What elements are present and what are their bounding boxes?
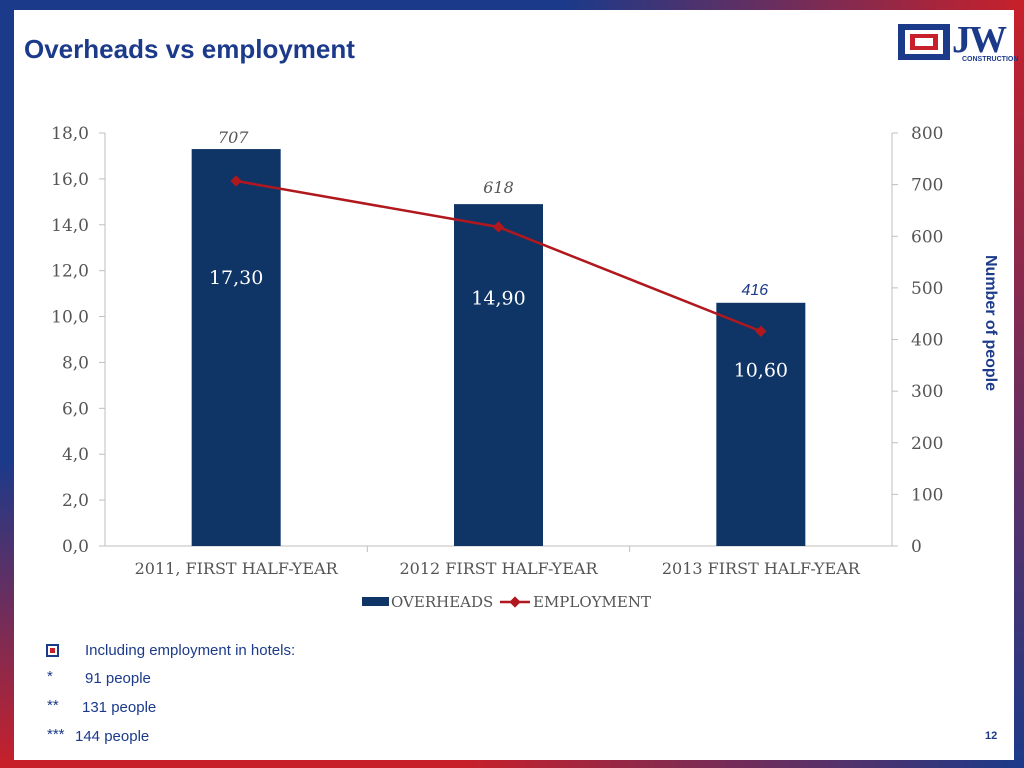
note-marker: ** [47, 697, 59, 714]
x-tick-label: 2013 FIRST HALF-YEAR [662, 559, 861, 578]
legend-swatch-overheads [362, 597, 389, 606]
y-left-tick-label: 18,0 [51, 124, 89, 144]
bar [454, 204, 543, 546]
y-left-tick-label: 6,0 [62, 399, 89, 419]
y-right-tick-label: 600 [911, 227, 943, 247]
bar-data-label: 17,30 [209, 267, 263, 289]
y-left-tick-label: 8,0 [62, 353, 89, 373]
frame-top [0, 0, 1024, 10]
note-marker: *** [47, 726, 65, 743]
y-right-tick-label: 0 [911, 537, 922, 557]
bar-data-label: 14,90 [471, 287, 525, 309]
bar-data-label: 10,60 [734, 359, 788, 381]
line-point [230, 175, 242, 187]
frame-bottom [0, 760, 1024, 768]
page-number: 12 [985, 730, 998, 742]
y-right-tick-label: 200 [911, 434, 943, 454]
note-text: 91 people [85, 670, 151, 687]
x-tick-label: 2012 FIRST HALF-YEAR [400, 559, 599, 578]
legend-marker-employment [509, 596, 521, 608]
bar [191, 149, 281, 547]
note-text: 131 people [82, 699, 157, 716]
y-left-tick-label: 14,0 [51, 216, 89, 236]
page-title: Overheads vs employment [24, 34, 355, 64]
legend-label-employment: EMPLOYMENT [533, 593, 651, 611]
logo-mark [898, 24, 950, 60]
y-left-tick-label: 0,0 [62, 537, 89, 557]
legend-label-overheads: OVERHEADS [391, 593, 493, 611]
logo-name: JW [952, 19, 1007, 61]
y-right-tick-label: 700 [911, 176, 943, 196]
note-bullet-icon [46, 644, 59, 657]
y-right-tick-label: 500 [911, 279, 943, 299]
frame-right [1014, 0, 1024, 768]
y-axis-right-label: Number of people [982, 255, 999, 392]
logo-subtitle: CONSTRUCTION [962, 56, 1019, 63]
note-heading: Including employment in hotels: [85, 642, 296, 659]
combo-chart: 0,0 2,0 4,0 6,0 8,0 10,0 12,0 14,0 16,0 18,0 0 100 2… [51, 124, 943, 611]
y-left-tick-label: 2,0 [62, 491, 89, 511]
line-data-label: 707 [218, 128, 249, 147]
y-left-tick-label: 4,0 [62, 445, 89, 465]
frame-left [0, 0, 14, 768]
y-left-tick-label: 12,0 [51, 262, 89, 282]
note-marker: * [47, 668, 53, 685]
bar [716, 302, 806, 546]
line-data-label: 416 [741, 282, 768, 299]
line-point [755, 325, 767, 337]
y-left-tick-label: 16,0 [51, 170, 89, 190]
y-right-tick-label: 300 [911, 382, 943, 402]
y-right-tick-label: 400 [911, 331, 943, 351]
y-right-tick-label: 800 [911, 124, 943, 144]
x-tick-label: 2011, FIRST HALF-YEAR [135, 559, 339, 578]
y-right-tick-label: 100 [911, 485, 943, 505]
note-text: 144 people [75, 728, 150, 745]
line-point [492, 221, 505, 233]
y-left-tick-label: 10,0 [51, 308, 89, 328]
line-data-label: 618 [483, 178, 514, 197]
